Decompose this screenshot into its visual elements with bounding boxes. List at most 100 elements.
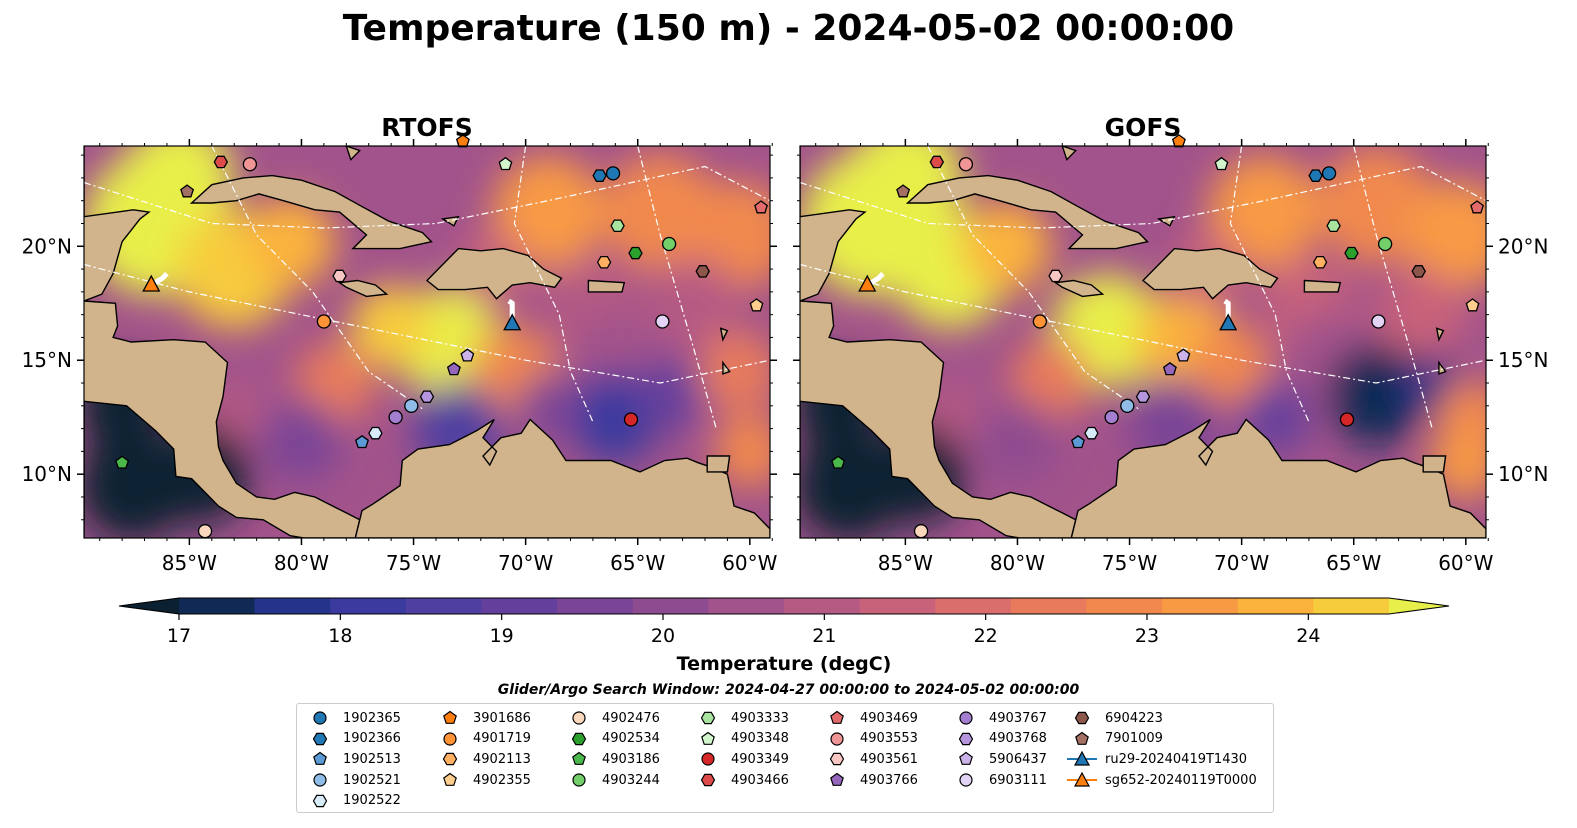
float-marker-4903333 <box>610 219 625 233</box>
eez-boundary <box>637 146 717 429</box>
legend-label: 6904223 <box>1105 710 1163 726</box>
eez-boundary <box>800 263 1486 384</box>
float-marker-4903348 <box>1214 156 1229 171</box>
field-patch <box>648 257 739 349</box>
field-patch <box>1376 269 1466 361</box>
land-bahamas1 <box>345 146 361 162</box>
glider-marker-ru29-20240419T1430 <box>503 313 522 331</box>
legend-item: 4903767 <box>951 708 1047 729</box>
float-marker-3901686 <box>455 134 470 148</box>
float-marker-4903768 <box>419 390 435 403</box>
legend-label: 5906437 <box>989 751 1047 767</box>
field-patch <box>261 398 342 482</box>
float-marker-4903333 <box>1326 219 1341 233</box>
glider-marker-ru29-20240419T1430 <box>1219 313 1238 331</box>
float-marker-4903349 <box>623 412 639 427</box>
float-marker-1902366 <box>1308 169 1323 182</box>
land-puertoRico <box>1303 279 1342 293</box>
field-patch <box>977 398 1058 482</box>
hexagon-legend-icon <box>442 753 458 766</box>
legend-item: 4903348 <box>693 729 789 750</box>
legend-label: 4903561 <box>860 751 918 767</box>
float-marker-4903186 <box>115 455 130 469</box>
eez-boundary <box>211 146 426 411</box>
eez-boundary <box>84 263 770 384</box>
legend-item: 4903469 <box>822 708 918 729</box>
map-panels: RTOFS 85°W 80°W 75°W 70°W 65°W 60°W 20°N 15°N 10°… <box>22 113 1549 575</box>
float-marker-1902521 <box>1120 398 1135 413</box>
map-panel-rtofs: RTOFS 85°W 80°W 75°W 70°W 65°W 60°W 20°N 15°N 10°… <box>22 113 778 575</box>
search-window-text: Glider/Argo Search Window: 2024-04-27 00… <box>497 682 1080 698</box>
lon-tick-label: 70°W <box>1214 551 1269 575</box>
legend-column: 1902365 1902366 1902513 1902521 1902522 <box>305 708 401 811</box>
colorbar-ticks: 17 18 19 20 21 22 23 24 <box>167 614 1320 647</box>
land-bahamas1 <box>1061 146 1077 162</box>
legend-item: 1902365 <box>305 708 401 729</box>
colorbar-bin <box>405 598 482 614</box>
colorbar-bin <box>708 598 785 614</box>
colorbar-bin <box>1086 598 1163 614</box>
float-marker-4903186 <box>831 455 846 469</box>
colorbar-tick-label: 17 <box>167 625 191 647</box>
eez-boundary <box>84 165 770 229</box>
panel-title: GOFS <box>1105 113 1182 142</box>
legend-label: 4903767 <box>989 710 1047 726</box>
triangle-line-legend-icon <box>1067 771 1097 787</box>
colorbar-bin <box>179 598 256 614</box>
hexagon-legend-icon <box>829 753 845 766</box>
eez-boundary <box>927 146 1142 411</box>
circle-legend-icon <box>830 732 844 746</box>
land-jamaica <box>337 279 389 298</box>
lon-tick-label: 65°W <box>1326 551 1381 575</box>
legend-item: 5906437 <box>951 749 1047 770</box>
land <box>800 146 1486 538</box>
eez-boundary <box>800 165 1486 229</box>
legend-item: 4902476 <box>564 708 660 729</box>
legend-item: 4903333 <box>693 708 789 729</box>
field-patch <box>1010 337 1092 420</box>
legend-label: 4903466 <box>731 772 789 788</box>
colorbar-bin <box>1162 598 1239 614</box>
lat-tick-label: 15°N <box>1498 348 1548 372</box>
legend-label: 4902113 <box>473 751 531 767</box>
colorbar-tick-label: 21 <box>812 625 836 647</box>
legend-item: sg652-20240119T0000 <box>1067 770 1257 791</box>
field-patch <box>350 285 432 368</box>
float-marker-4903466 <box>213 155 229 169</box>
figure-title: Temperature (150 m) - 2024-05-02 00:00:0… <box>342 8 1235 49</box>
float-marker-1902522 <box>1084 426 1099 440</box>
eez-boundary <box>1229 146 1310 423</box>
colorbar-tick-label: 24 <box>1296 625 1320 647</box>
float-marker-4902534 <box>628 246 643 260</box>
hexagon-legend-icon <box>312 732 328 746</box>
legend-item: 7901009 <box>1067 729 1257 750</box>
glider-marker-sg652-20240119T0000 <box>142 274 161 292</box>
legend-column: 6904223 7901009 ru29-20240419T1430 sg652-20… <box>1067 708 1257 790</box>
pentagon-legend-icon <box>701 731 715 745</box>
land-southAmerica <box>354 418 770 538</box>
land-hispaniola <box>1141 247 1279 300</box>
float-marker-6904223 <box>1411 265 1426 278</box>
pentagon-legend-icon <box>830 772 844 786</box>
legend-label: 4903333 <box>731 710 789 726</box>
float-marker-4903553 <box>242 157 258 172</box>
lon-tick-label: 85°W <box>162 551 217 575</box>
legend-label: 4903553 <box>860 731 918 747</box>
colorbar-bin <box>859 598 936 614</box>
legend-column: 4903767 4903768 5906437 6903111 <box>951 708 1047 790</box>
land-bahamas2 <box>1156 215 1176 227</box>
pentagon-legend-icon <box>959 752 973 766</box>
colorbar-bin <box>784 598 861 614</box>
lon-tick-label: 75°W <box>1102 551 1157 575</box>
legend-item: 4903349 <box>693 749 789 770</box>
float-marker-4903766 <box>446 361 461 376</box>
float-marker-4903553 <box>958 157 974 172</box>
circle-legend-icon <box>443 732 457 746</box>
float-marker-4903469 <box>754 200 768 214</box>
land-jamaica <box>1053 279 1105 298</box>
field-patch <box>1208 155 1321 270</box>
float-marker-4903244 <box>661 236 677 252</box>
legend-item: 1902366 <box>305 729 401 750</box>
legend-item: 4902355 <box>435 770 531 791</box>
float-marker-5906437 <box>1176 348 1191 362</box>
